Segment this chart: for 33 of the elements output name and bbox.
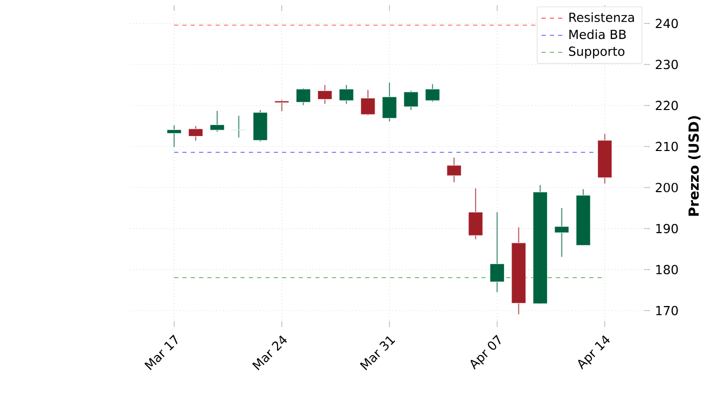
x-tick-label: Mar 24 xyxy=(252,335,287,370)
candlestick xyxy=(231,115,246,138)
candlestick xyxy=(360,89,376,116)
candlestick xyxy=(446,157,462,183)
y-tick-label: 230 xyxy=(656,60,678,70)
x-tick-label: Mar 17 xyxy=(144,334,178,370)
candlestick xyxy=(210,110,225,132)
candlestick xyxy=(188,125,203,142)
candlestick xyxy=(274,99,290,112)
candlestick xyxy=(425,84,440,102)
x-tick-label: Apr 14 xyxy=(578,335,610,370)
y-tick-label: 190 xyxy=(656,224,678,234)
x-tick-label: Mar 31 xyxy=(360,336,396,370)
candlestick xyxy=(490,212,504,293)
candlestick xyxy=(318,84,332,104)
candlestick xyxy=(404,90,418,111)
candlestick xyxy=(339,84,354,104)
y-tick-label: 240 xyxy=(656,18,678,28)
y-tick-label: 200 xyxy=(656,182,678,192)
ref-line-label: Resistenza xyxy=(569,12,634,22)
y-tick-label: 220 xyxy=(656,100,678,110)
legend-label: Media BB xyxy=(569,29,626,40)
y-axis-title: Prezzo (USD) xyxy=(688,116,700,216)
y-tick-label: 210 xyxy=(656,142,678,152)
candlestick xyxy=(166,124,182,148)
y-tick-label: 180 xyxy=(656,264,678,274)
candlestick xyxy=(296,88,311,106)
candlestick xyxy=(468,188,483,240)
candlestick xyxy=(554,207,570,258)
y-tick-label: 170 xyxy=(656,306,678,316)
x-tick-label: Apr 07 xyxy=(470,334,501,370)
candlestick xyxy=(382,82,397,122)
legend-label: Supporto xyxy=(569,46,624,58)
